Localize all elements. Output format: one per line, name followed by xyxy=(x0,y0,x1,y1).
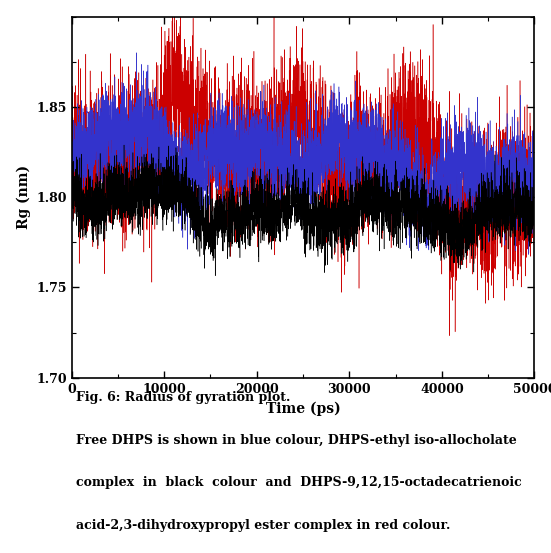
Text: acid-2,3-dihydroxypropyl ester complex in red colour.: acid-2,3-dihydroxypropyl ester complex i… xyxy=(76,519,451,532)
Y-axis label: Rg (nm): Rg (nm) xyxy=(16,165,31,229)
Text: Free DHPS is shown in blue colour, DHPS-ethyl iso-allocholate: Free DHPS is shown in blue colour, DHPS-… xyxy=(76,434,517,447)
X-axis label: Time (ps): Time (ps) xyxy=(266,401,341,415)
Text: complex  in  black  colour  and  DHPS-9,12,15-octadecatrienoic: complex in black colour and DHPS-9,12,15… xyxy=(76,476,522,489)
Text: Fig. 6: Radius of gyration plot.: Fig. 6: Radius of gyration plot. xyxy=(76,391,290,404)
